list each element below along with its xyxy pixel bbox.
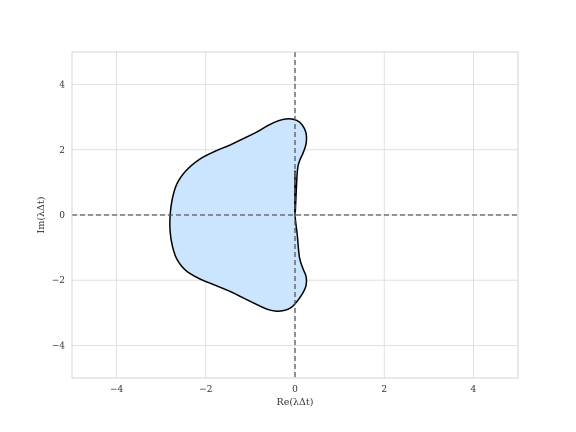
plot-frame: [71, 51, 519, 379]
y-tick-label-3: 2: [59, 146, 65, 156]
x-tick-label-0: −4: [110, 385, 124, 395]
x-tick-label-1: −2: [199, 385, 212, 395]
y-tick-label-2: 0: [59, 211, 65, 221]
y-tick-label-0: −4: [52, 341, 66, 351]
x-axis-label: Re(λΔt): [277, 397, 314, 408]
stability-region-boundary-0: [169, 118, 308, 312]
y-tick-label-1: −2: [52, 276, 65, 286]
x-tick-label-4: 4: [471, 385, 477, 395]
reference-lines: [72, 52, 518, 378]
stability-region: [169, 118, 308, 312]
x-tick-labels: −4 −2 0 2 4: [110, 385, 477, 395]
y-axis-label: Im(λΔt): [36, 197, 47, 234]
x-tick-label-2: 0: [292, 385, 298, 395]
x-tick-label-3: 2: [381, 385, 387, 395]
y-tick-labels: −4 −2 0 2 4: [52, 81, 66, 352]
y-tick-label-4: 4: [59, 81, 65, 91]
